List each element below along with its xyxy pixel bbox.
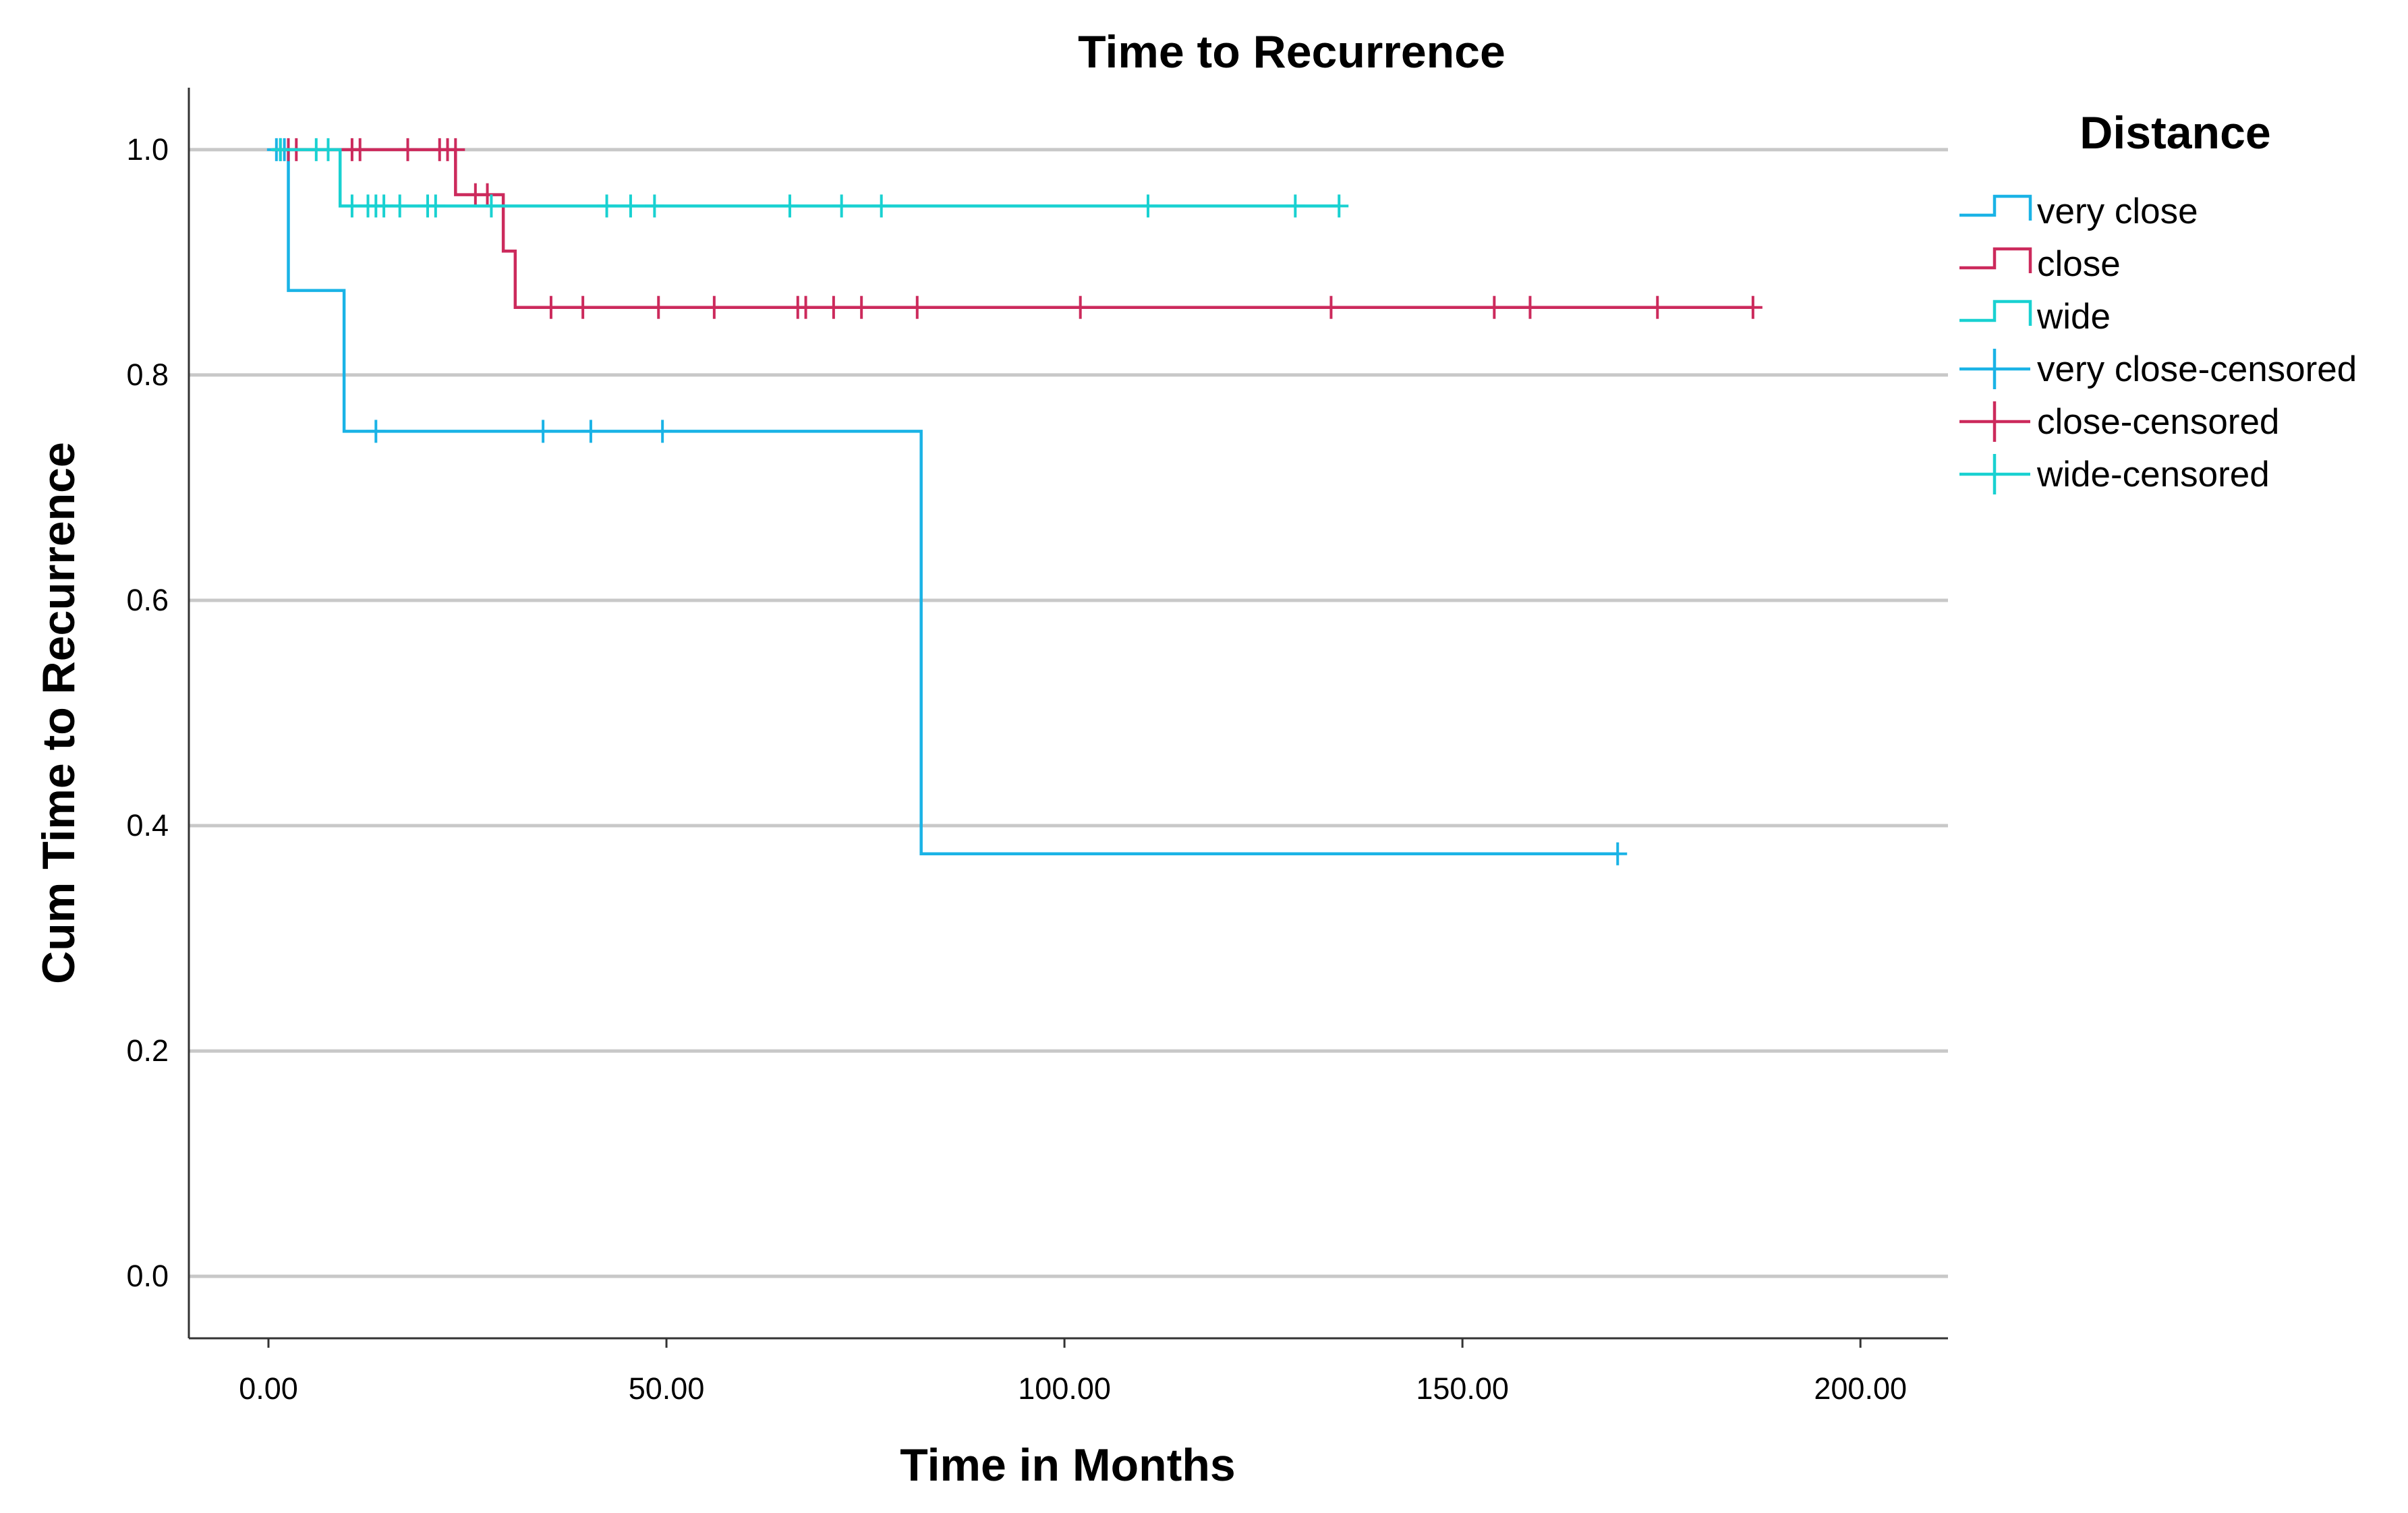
legend-title: Distance [2080,107,2270,159]
legend-item: wide [1959,297,2111,337]
y-axis-title: Cum Time to Recurrence [33,442,84,984]
censored-mark [649,295,668,319]
legend-label: very close-censored [2037,349,2357,389]
y-tick-label: 0.4 [126,808,169,843]
censored-mark [1608,842,1628,865]
censored-mark [780,194,799,218]
censored-mark [645,194,664,218]
x-tick-label: 50.00 [629,1371,705,1406]
censored-mark [907,295,927,319]
chart-title: Time to Recurrence [1078,26,1506,78]
censored-mark [390,194,409,218]
censored-mark [1139,194,1158,218]
ticks: 0.0 0.2 0.4 0.6 0.8 1.0 0.00 50.00 100.00 150.00 2… [126,132,1907,1406]
censored-mark [1321,295,1341,319]
legend-item: close-censored [1959,401,2279,442]
censored-mark [1329,194,1349,218]
legend-label: close-censored [2037,402,2279,442]
series [266,138,1762,865]
censored-mark [852,295,871,319]
legend-step-symbol [1959,299,2032,326]
y-tick-label: 0.6 [126,583,169,617]
censored-mark [573,295,593,319]
censored-mark [824,295,843,319]
axes [188,88,1948,1340]
censored-mark [871,194,891,218]
censored-mark [426,194,445,218]
legend-label: wide [2036,297,2111,337]
censored-mark [318,138,338,161]
x-axis-title: Time in Months [900,1439,1235,1491]
censored-mark [446,138,465,161]
censored-mark [581,420,600,443]
x-tick-label: 200.00 [1814,1371,1907,1406]
censored-mark [398,138,418,161]
series-line [272,148,1753,309]
legend-step-symbol [1959,194,2032,221]
censored-mark [653,420,672,443]
legend-item: close [1959,244,2121,284]
censored-mark [597,194,617,218]
legend-step-symbol [1959,247,2032,273]
series-line [272,148,1618,856]
censored-mark [1070,295,1090,319]
x-tick-label: 150.00 [1416,1371,1509,1406]
y-tick-label: 0.0 [126,1259,169,1293]
censored-mark [1648,295,1667,319]
censored-mark [1743,295,1762,319]
y-tick-label: 1.0 [126,132,169,167]
censored-mark [478,183,497,206]
censored-mark [270,138,290,161]
censored-mark [1485,295,1504,319]
censored-mark [704,295,724,319]
x-tick-label: 100.00 [1018,1371,1111,1406]
y-tick-label: 0.8 [126,358,169,392]
censored-mark [1520,295,1540,319]
legend-item: very close [1959,192,2198,231]
censored-mark [374,194,394,218]
x-tick-label: 0.00 [239,1371,298,1406]
censored-mark [342,194,362,218]
legend-item: wide-censored [1959,454,2270,494]
legend-label: very close [2037,192,2198,231]
y-tick-label: 0.2 [126,1033,169,1068]
censored-mark [832,194,851,218]
legend: Distance very close close wide very close-c… [1959,107,2357,494]
censored-mark [621,194,640,218]
legend-label: close [2037,244,2121,284]
censored-mark [534,420,553,443]
censored-mark [1286,194,1305,218]
grid [189,148,1948,1278]
series-line [272,148,1340,208]
censored-mark [482,194,501,218]
censored-mark [541,295,561,319]
censored-mark [796,295,815,319]
censored-mark [350,138,370,161]
legend-item: very close-censored [1959,349,2357,389]
censored-mark [366,420,386,443]
legend-label: wide-censored [2036,455,2270,494]
